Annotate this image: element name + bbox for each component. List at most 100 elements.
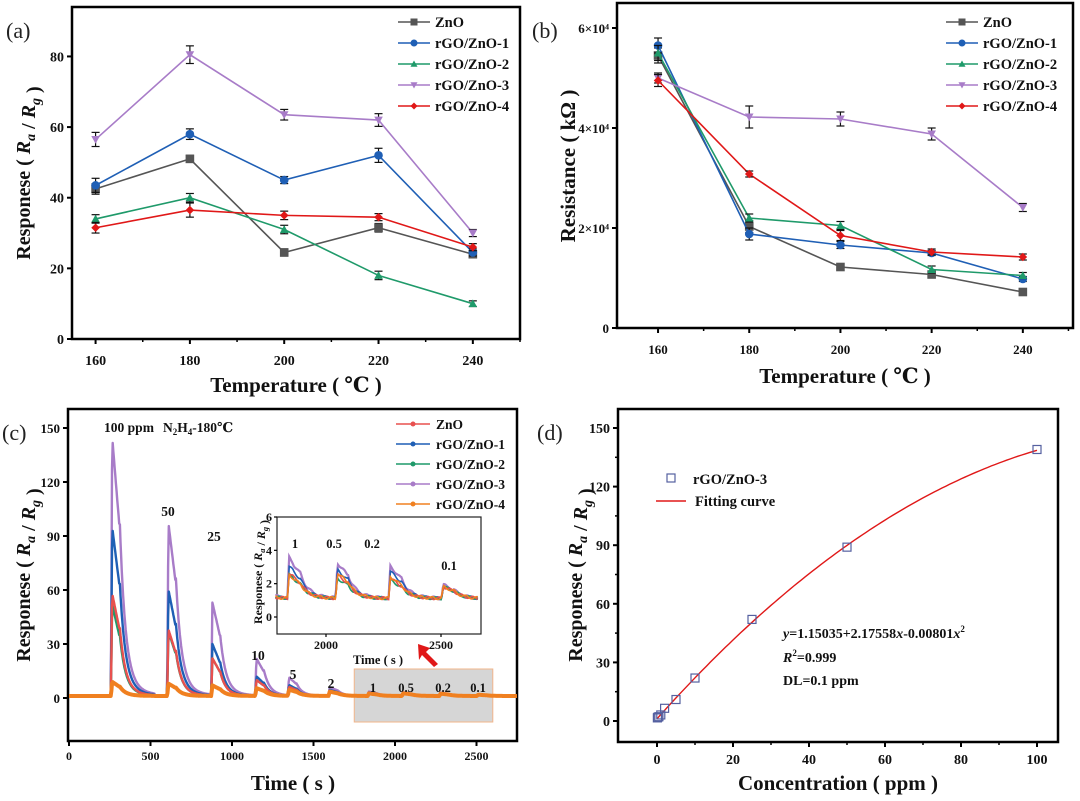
data-point (410, 18, 418, 26)
legend-item: Fitting curve (656, 494, 776, 510)
y-tick-label: 120 (41, 475, 61, 490)
data-point (1018, 204, 1028, 212)
data-point (842, 542, 852, 552)
y-tick-label: 30 (47, 637, 60, 652)
legend: ZnO rGO/ZnO-1 rGO/ZnO-2 rGO/ZnO-3 rGO/ZnO-4 (396, 417, 505, 512)
x-tick-label: 240 (462, 354, 483, 369)
data-point (91, 136, 100, 144)
fit-curve (656, 449, 1038, 720)
legend: rGO/ZnO-3 Fitting curve (656, 472, 776, 510)
legend-label: rGO/ZnO-2 (983, 57, 1057, 73)
data-point (468, 229, 478, 238)
y-tick-label: 0 (54, 691, 61, 706)
legend-label: rGO/ZnO-1 (436, 437, 505, 452)
legend-label: ZnO (983, 15, 1012, 31)
panel-d: 0 20 40 60 80 100 0 30 60 90 120 150 (d) rGO/ZnO-3 Fit… (537, 407, 1060, 795)
y-tick-label: 4×10⁴ (578, 121, 609, 136)
legend-item: rGO/ZnO-1 (396, 437, 505, 452)
series-rgo-zno-1 (653, 37, 1028, 284)
x-tick-label: 40 (802, 753, 816, 768)
data-point (836, 221, 845, 229)
series-rgo-zno-3 (653, 72, 1028, 213)
x-tick-label: 500 (142, 749, 160, 763)
x-tick-label: 2000 (383, 749, 407, 763)
data-point (958, 102, 966, 110)
inset-x-tick-label: 2000 (314, 638, 338, 652)
x-tick-label: 100 (1027, 753, 1048, 768)
data-point (958, 60, 966, 67)
y-tick-label: 150 (41, 421, 61, 436)
legend-marker (410, 501, 416, 507)
pulse-label: 100 ppm (104, 420, 155, 435)
inset-trace-zno (275, 572, 479, 601)
y-axis-label: Resistance ( kΩ ) (556, 90, 580, 243)
inset-y-tick-label: 2 (266, 577, 272, 591)
pulse-label: 10 (251, 648, 265, 663)
highlight-pulse-label: 0.2 (435, 681, 451, 695)
x-axis-label: Time ( s ) (251, 771, 335, 795)
data-point (279, 225, 289, 233)
legend-item: rGO/ZnO-4 (396, 497, 505, 512)
y-tick-label: 80 (50, 50, 64, 65)
y-axis-label: Responese ( Ra / Rg ) (251, 520, 271, 624)
panel-a: 160 180 200 220 240 0 20 40 60 80 (a) ZnO rGO/ZnO-1 r… (6, 5, 522, 397)
legend-item: rGO/ZnO-3 (398, 78, 509, 94)
data-point (671, 694, 681, 705)
data-point (927, 247, 936, 257)
data-point (91, 181, 100, 190)
data-point (836, 262, 845, 272)
data-point (1032, 444, 1042, 455)
data-point (185, 193, 195, 202)
legend-item: ZnO (398, 15, 464, 31)
legend-label: rGO/ZnO-3 (983, 78, 1057, 94)
legend-item: rGO/ZnO-2 (946, 57, 1057, 73)
r-squared: R2=0.999 (782, 648, 836, 666)
data-point (744, 222, 754, 231)
detection-limit: DL=0.1 ppm (783, 674, 859, 689)
legend-item: rGO/ZnO-1 (946, 36, 1057, 52)
legend-label: rGO/ZnO-2 (436, 457, 505, 472)
legend-label: ZnO (436, 417, 463, 432)
data-point (654, 712, 664, 722)
data-point (468, 242, 478, 252)
x-tick-label: 80 (954, 753, 968, 768)
y-tick-label: 2×10⁴ (578, 221, 609, 236)
series-trace-rgo-zno-4 (67, 680, 519, 698)
series-rgo-zno-1 (91, 128, 478, 257)
data-point (927, 130, 936, 139)
data-point (185, 51, 195, 59)
data-point (690, 673, 700, 683)
legend-label: rGO/ZnO-1 (435, 36, 509, 52)
panel-label: (b) (532, 18, 558, 43)
data-point (666, 473, 676, 483)
legend-item: rGO/ZnO-3 (946, 78, 1057, 94)
y-tick-label: 90 (47, 529, 60, 544)
data-point (653, 76, 663, 85)
inset-pulse-label: 0.2 (364, 537, 380, 551)
legend-item: rGO/ZnO-4 (398, 99, 509, 115)
x-tick-label: 0 (654, 753, 661, 768)
inset-pulse-label: 0.5 (326, 537, 342, 551)
legend-label: Fitting curve (695, 494, 776, 510)
data-point (468, 299, 478, 308)
data-point (185, 154, 195, 164)
data-point (279, 175, 289, 185)
data-point (410, 82, 418, 89)
y-tick-label: 0 (603, 321, 610, 336)
inset-x-tick-label: 2500 (429, 638, 453, 652)
legend-item: rGO/ZnO-1 (398, 36, 509, 52)
inset-frame (276, 516, 482, 635)
legend-item: rGO/ZnO-2 (398, 57, 509, 73)
legend-marker (410, 421, 416, 427)
legend-item: rGO/ZnO-3 (666, 472, 767, 488)
inset-y-tick-label: 4 (266, 543, 272, 557)
y-tick-label: 0 (603, 715, 610, 730)
y-axis-label: Responese ( Ra / Rg ) (13, 86, 45, 259)
data-point (747, 614, 757, 625)
inset-trace-rgo-zno-4 (275, 572, 478, 601)
x-tick-label: 2500 (465, 749, 489, 763)
highlight-pulse-label: 1 (370, 681, 376, 695)
y-tick-label: 40 (50, 192, 64, 207)
y-tick-label: 0 (57, 333, 64, 348)
